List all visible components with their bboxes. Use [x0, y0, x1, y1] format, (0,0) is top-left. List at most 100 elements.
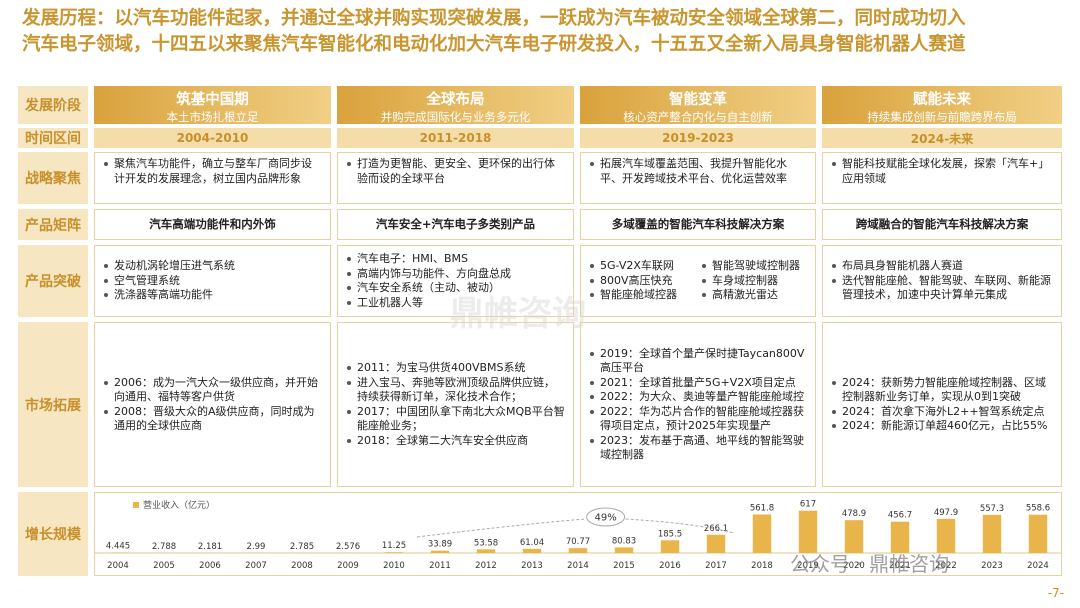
- bar: [752, 514, 772, 553]
- market-cell: 2024：获新势力智能座舱域控制器、区域控制器新业务订单，实现从0到1突破 202…: [822, 322, 1062, 487]
- products-cell: 布局具身智能机器人赛道 迭代智能座舱、智能驾驶、车联网、新能源管理技术，加速中央计…: [822, 245, 1062, 317]
- stage-header: 赋能未来 持续集成创新与前瞻跨界布局: [822, 86, 1062, 124]
- products-item: 高端内饰与功能件、方向盘总成: [346, 267, 565, 282]
- products-item: 5G-V2X车联网: [589, 259, 695, 274]
- stage-name: 赋能未来: [913, 92, 971, 108]
- year-label: 2009: [337, 561, 359, 571]
- products-item: 迭代智能座舱、智能驾驶、车联网、新能源管理技术，加速中央计算单元集成: [831, 274, 1053, 303]
- value-label: 2.181: [198, 542, 222, 552]
- products-item: 智能座舱域控器: [589, 288, 695, 303]
- value-label: 456.7: [888, 511, 912, 521]
- market-item: 进入宝马、奔驰等欧洲顶级品牌供应链，持续获得新订单，深化技术合作；: [346, 376, 565, 405]
- year-label: 2016: [659, 561, 681, 571]
- stage-period: 2024-未来: [822, 128, 1062, 148]
- bar: [522, 548, 542, 553]
- year-label: 2024: [1027, 561, 1049, 571]
- value-label: 557.3: [980, 504, 1004, 514]
- title: 发展历程：以汽车功能件起家，并通过全球并购实现突破发展，一跃成为汽车被动安全领域…: [22, 6, 1072, 58]
- stage-name: 智能变革: [669, 92, 727, 108]
- bar: [798, 510, 818, 553]
- row-label: 发展阶段: [18, 86, 88, 124]
- year-label: 2023: [981, 561, 1003, 571]
- value-label: 617: [800, 500, 816, 510]
- year-label: 2014: [567, 561, 589, 571]
- year-label: 2010: [383, 561, 405, 571]
- trend-arrow: [416, 518, 735, 538]
- stage-subtitle: 本土市场扎根立足: [166, 110, 259, 124]
- strategy-item: 聚焦汽车功能件，确立与整车厂商同步设计开发的发展理念，树立国内品牌形象: [103, 157, 322, 186]
- value-label: 2.785: [290, 542, 314, 552]
- market-item: 2008：晋级大众的A级供应商，同时成为通用的全球供应商: [103, 405, 322, 434]
- year-label: 2017: [705, 561, 727, 571]
- stage-period: 2019-2023: [580, 128, 816, 148]
- market-item: 2022：华为芯片合作的智能座舱域控器获得项目定点，预计2025年实现量产: [589, 405, 807, 434]
- products-cell: 汽车电子：HMI、BMS 高端内饰与功能件、方向盘总成 汽车安全系统（主动、被动）工…: [337, 245, 574, 317]
- bar: [614, 547, 634, 553]
- chart-frame: 营业收入（亿元） 4.445 2004 2.788 2005 2.181 2006 2.99 2…: [94, 492, 1062, 576]
- stage-name: 全球布局: [426, 92, 485, 108]
- strategy-cell: 聚焦汽车功能件，确立与整车厂商同步设计开发的发展理念，树立国内品牌形象: [94, 152, 331, 204]
- market-item: 2022：为大众、奥迪等量产智能座舱域控: [589, 390, 807, 405]
- value-label: 33.89: [428, 540, 452, 550]
- value-label: 61.04: [520, 538, 544, 548]
- year-label: 2020: [843, 561, 865, 571]
- stage-header: 全球布局并购完成国际化与业务多元化: [337, 86, 574, 124]
- products-item: 800V高压快充: [589, 274, 695, 289]
- row-label: 市场拓展: [18, 322, 88, 487]
- value-label: 53.58: [474, 538, 498, 548]
- legend-label: 营业收入（亿元）: [143, 499, 215, 511]
- strategy-item: 智能科技赋能全球化发展，探索「汽车+」应用领域: [831, 157, 1053, 186]
- value-label: 2.99: [247, 542, 266, 552]
- value-label: 2.788: [152, 542, 176, 552]
- bar: [660, 540, 680, 553]
- year-label: 2021: [889, 561, 911, 571]
- market-item: 2019：全球首个量产保时捷Taycan800V高压平台: [589, 347, 807, 376]
- year-label: 2019: [797, 561, 819, 571]
- strategy-item: 拓展汽车域覆盖范围、我提升智能化水平、开发跨域技术平台、优化运营效率: [589, 157, 807, 186]
- bar: [936, 518, 956, 553]
- bar: [568, 548, 588, 553]
- year-label: 2013: [521, 561, 543, 571]
- products-item: 高精激光雷达: [701, 288, 807, 303]
- stage-subtitle: 并购完成国际化与业务多元化: [380, 110, 531, 124]
- matrix-cell: 汽车高端功能件和内外饰: [94, 209, 331, 240]
- value-label: 497.9: [934, 508, 958, 518]
- year-label: 2008: [291, 561, 313, 571]
- stage-header: 筑基中国期 本土市场扎根立足: [94, 86, 331, 124]
- bar: [844, 520, 864, 553]
- bar: [476, 549, 496, 553]
- value-label: 11.25: [382, 541, 406, 551]
- market-item: 2024：首次拿下海外L2++智驾系统定点: [831, 405, 1053, 420]
- year-label: 2012: [475, 561, 497, 571]
- page-number: -7-: [1047, 586, 1064, 600]
- bar: [982, 514, 1002, 553]
- products-item: 汽车电子：HMI、BMS: [346, 252, 565, 267]
- market-cell: 2019：全球首个量产保时捷Taycan800V高压平台 2021：全球首批量产5…: [580, 322, 816, 487]
- stage-subtitle: 核心资产整合内化与自主创新: [623, 110, 773, 124]
- row-label: 产品突破: [18, 245, 88, 317]
- products-item: 汽车安全系统（主动、被动）: [346, 281, 565, 296]
- products-item: 车身域控制器: [701, 274, 807, 289]
- value-label: 4.445: [106, 542, 130, 552]
- strategy-cell: 拓展汽车域覆盖范围、我提升智能化水平、开发跨域技术平台、优化运营效率: [580, 152, 816, 204]
- products-item: 洗涤器等高端功能件: [103, 288, 322, 303]
- row-label: 产品矩阵: [18, 209, 88, 240]
- market-item: 2011：为宝马供货400VBMS系统: [346, 361, 565, 376]
- market-item: 2024：新能源订单超460亿元，占比55%: [831, 419, 1053, 434]
- market-cell: 2006：成为一汽大众一级供应商，并开始向通用、福特等客户供货 2008：晋级大众…: [94, 322, 331, 487]
- products-grid: 5G-V2X车联网 800V高压快充 智能座舱域控器 智能驾驶域控制器 车身域控制器 高精…: [589, 259, 807, 303]
- title-line: 发展历程：以汽车功能件起家，并通过全球并购实现突破发展，一跃成为汽车被动安全领域…: [22, 8, 966, 29]
- strategy-cell: 打造为更智能、更安全、更环保的出行体验而设的全球平台: [337, 152, 574, 204]
- matrix-cell: 多域覆盖的智能汽车科技解决方案: [580, 209, 816, 240]
- market-item: 2021：全球首批量产5G+V2X项目定点: [589, 376, 807, 391]
- market-item: 2018：全球第二大汽车安全供应商: [346, 434, 565, 449]
- row-label: 时间区间: [18, 128, 88, 148]
- watermark: 鼎帷咨询: [450, 294, 586, 334]
- bar: [1028, 514, 1048, 553]
- value-label: 70.77: [566, 537, 590, 547]
- year-label: 2006: [199, 561, 221, 571]
- value-label: 478.9: [842, 509, 866, 519]
- products-item: 布局具身智能机器人赛道: [831, 259, 1053, 274]
- year-label: 2018: [751, 561, 773, 571]
- value-label: 558.6: [1026, 504, 1050, 514]
